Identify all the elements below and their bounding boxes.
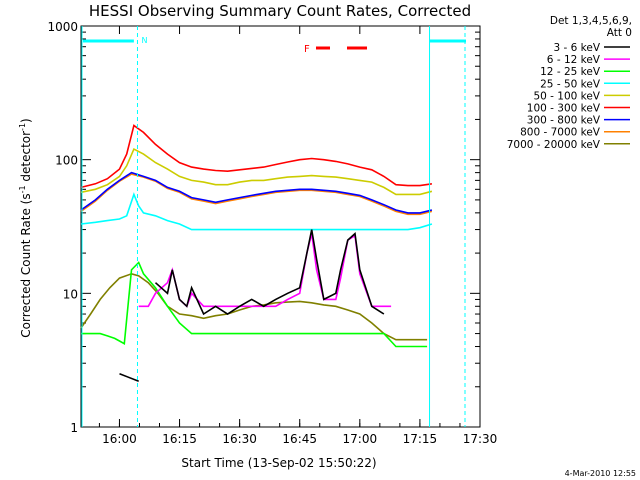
x-tick-label: 17:15 [403,432,438,446]
series-layer [80,124,433,382]
x-tick-label: 16:15 [162,432,197,446]
series-line-100-300-kev [80,124,433,189]
series-line-3-6-kev [119,373,139,382]
y-tick-label: 100 [55,154,78,168]
x-tick-label: 16:45 [282,432,317,446]
plot-frame [80,25,481,428]
legend-label: 3 - 6 keV [553,42,600,54]
legend-header: Det 1,3,4,5,6,9, [550,15,632,27]
legend-label: 50 - 100 keV [533,90,600,102]
x-tick-label: 16:30 [222,432,257,446]
x-tick-label: 17:30 [463,432,498,446]
y-tick-label: 10 [63,287,78,301]
n-marker-label: N [141,36,147,45]
series-line-25-50-kev [80,192,433,231]
f-marker-label: F [304,44,310,55]
legend-label: 7000 - 20000 keV [507,139,601,151]
series-line-3-6-kev [154,229,385,316]
legend-label: 800 - 7000 keV [520,127,601,139]
legend-label: 25 - 50 keV [540,78,601,90]
x-axis-label: Start Time (13-Sep-02 15:50:22) [181,456,376,470]
y-axis-label: Corrected Count Rate (s-1 detector-1) [18,118,33,337]
x-tick-label: 16:00 [102,432,137,446]
overlay-markers: NF [81,26,466,427]
y-tick-label: 1 [70,421,78,435]
legend-label: 100 - 300 keV [527,103,601,115]
legend-header: Att 0 [607,27,632,39]
legend-label: 300 - 800 keV [527,115,601,127]
y-tick-label: 1000 [47,20,78,34]
legend-label: 6 - 12 keV [547,54,601,66]
plot-axes: 16:00 16:15 16:30 16:45 17:00 17:15 17:30 1 10 10… [47,20,497,446]
series-line-50-100-kev [80,147,433,196]
x-tick-label: 17:00 [343,432,378,446]
timestamp: 4-Mar-2010 12:55 [565,469,636,478]
series-line-12-25-kev [81,261,428,348]
series-line-7000-20000-kev [80,272,428,341]
series-line-6-12-kev [138,233,392,308]
series-line-300-800-kev [80,171,433,214]
chart-title: HESSI Observing Summary Count Rates, Cor… [89,2,471,20]
legend-label: 12 - 25 keV [540,66,601,78]
